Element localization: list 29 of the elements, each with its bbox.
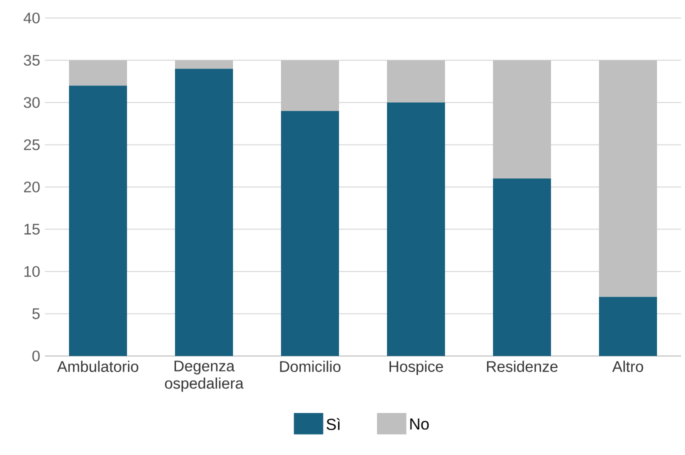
bar bbox=[387, 102, 446, 356]
x-tick-label: Altro bbox=[612, 360, 644, 372]
bar bbox=[69, 60, 128, 86]
y-tick-label: 5 bbox=[32, 308, 40, 320]
bar bbox=[69, 86, 128, 356]
bar bbox=[281, 110, 339, 356]
bar bbox=[281, 60, 339, 111]
y-tick-label: 30 bbox=[24, 97, 40, 108]
x-tick-label: Ambulatorio bbox=[57, 360, 138, 372]
bar bbox=[599, 60, 658, 297]
legend-label: Sì bbox=[326, 418, 340, 430]
bar bbox=[175, 60, 234, 69]
y-tick-label: 35 bbox=[24, 54, 40, 66]
bar bbox=[493, 178, 552, 356]
y-tick-label: 20 bbox=[24, 182, 40, 192]
bar bbox=[387, 60, 446, 103]
bar bbox=[175, 68, 234, 356]
y-tick-label: 40 bbox=[24, 12, 40, 24]
x-tick-label: Residenze bbox=[487, 360, 558, 372]
y-tick-label: 15 bbox=[24, 224, 40, 235]
x-tick-label: Degenza ospedaliera bbox=[165, 360, 244, 392]
x-tick-label: Hospice bbox=[390, 360, 444, 375]
x-tick-label: Domicilio bbox=[280, 360, 340, 372]
y-tick-label: 25 bbox=[24, 139, 40, 150]
legend-label: No bbox=[410, 418, 429, 430]
y-tick-label: 0 bbox=[32, 350, 40, 362]
y-tick-label: 10 bbox=[24, 266, 40, 277]
bar bbox=[599, 296, 658, 356]
bar bbox=[493, 60, 552, 179]
